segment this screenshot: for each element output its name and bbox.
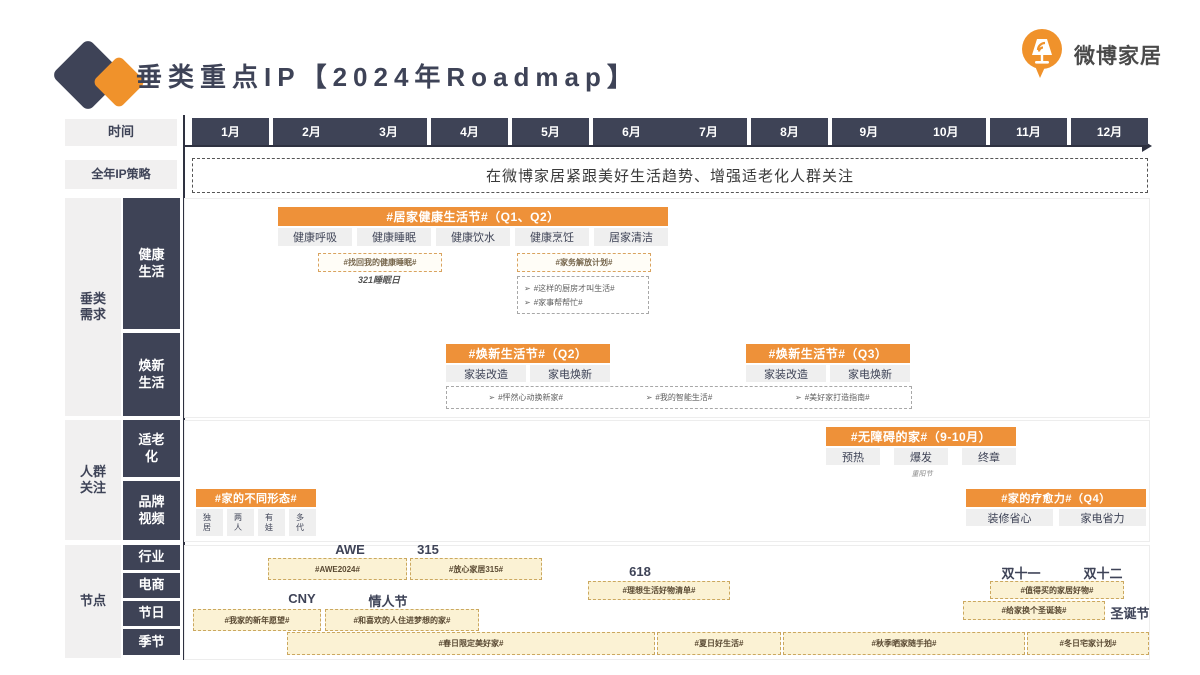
row-label-health-life: 健康生活 [123, 198, 180, 329]
item-box: 家电焕新 [830, 365, 910, 382]
month-cell: 8月 [751, 118, 828, 145]
item-box: 健康饮水 [436, 228, 510, 246]
note-aging: 重阳节 [911, 471, 933, 478]
item-box: 健康睡眠 [357, 228, 431, 246]
side-label-annual-strategy: 全年IP策略 [65, 160, 177, 189]
arrow-bullet-icon: ➢ [795, 393, 802, 402]
month-cell: 6月 7月 [593, 118, 747, 145]
annual-strategy-box: 在微博家居紧跟美好生活趋势、增强适老化人群关注 [192, 158, 1148, 193]
tag-box-315: #放心家居315# [410, 558, 542, 580]
item-box: 健康烹饪 [515, 228, 589, 246]
campaign-bar-home-healing: #家的疗愈力#（Q4） [966, 489, 1146, 507]
month-cell: 1月 [192, 118, 269, 145]
row-label-season: 季节 [123, 629, 180, 655]
season-bar-autumn: #秋季晒家随手拍# [783, 632, 1025, 655]
tag-box-christmas: #给家换个圣诞装# [963, 601, 1105, 620]
group-label-audience: 人群关注 [65, 420, 121, 540]
month-cell: 5月 [512, 118, 589, 145]
brand-lamp-icon [1018, 26, 1068, 80]
row-label-renewal-life: 焕新生活 [123, 333, 180, 416]
month-header: 1月 2月 3月 4月 5月 6月 7月 8月 9月 10月 11月 12月 [192, 118, 1148, 145]
home-healing-items: 装修省心 家电省力 [966, 509, 1146, 526]
row-label-industry: 行业 [123, 545, 180, 570]
campaign-bar-barrier-free-home: #无障碍的家#（9-10月） [826, 427, 1016, 446]
item-box: 家电焕新 [530, 365, 610, 382]
campaign-bar-renewal-q3: #焕新生活节#（Q3） [746, 344, 910, 363]
item-box: 家装改造 [446, 365, 526, 382]
item-box: 预热 [826, 448, 880, 465]
row-label-aging: 适老化 [123, 420, 180, 477]
chores-bullets-box: ➢ #这样的厨房才叫生活# ➢ #家事帮帮忙# [517, 276, 649, 314]
bullet-item: ➢ #我的智能生活# [645, 393, 713, 402]
page-title: 垂类重点IP【2024年Roadmap】 [136, 62, 639, 92]
season-bar-spring: #春日限定美好家# [287, 632, 655, 655]
event-label-awe: AWE [335, 542, 365, 557]
event-label-double11: 双十一 [1001, 566, 1041, 581]
aging-items-row: 预热 爆发 终章 [826, 448, 1016, 465]
event-label-valentine: 情人节 [368, 594, 408, 609]
month-cell: 9月 10月 [832, 118, 986, 145]
item-box: 两人 [227, 509, 254, 536]
month-cell: 11月 [990, 118, 1067, 145]
campaign-bar-home-forms: #家的不同形态# [196, 489, 316, 507]
brand-name: 微博家居 [1074, 45, 1162, 68]
row-label-festival: 节日 [123, 601, 180, 626]
tag-box-double11-12: #值得买的家居好物# [990, 581, 1124, 599]
side-label-time: 时间 [65, 119, 177, 146]
month-cell: 12月 [1071, 118, 1148, 145]
campaign-bar-home-health-festival: #居家健康生活节#（Q1、Q2） [278, 207, 668, 226]
event-label-cny: CNY [288, 591, 316, 606]
health-items-row: 健康呼吸 健康睡眠 健康饮水 健康烹饪 居家清洁 [278, 228, 668, 246]
item-box: 终章 [962, 448, 1016, 465]
item-box: 家电省力 [1059, 509, 1146, 526]
arrow-bullet-icon: ➢ [488, 393, 496, 402]
renewal-q2-items: 家装改造 家电焕新 [446, 365, 610, 382]
arrow-bullet-icon: ➢ [524, 283, 531, 293]
month-cell: 2月 3月 [273, 118, 427, 145]
bullet-item: ➢ #怦然心动换新家# [488, 393, 563, 402]
season-bar-winter: #冬日宅家计划# [1027, 632, 1149, 655]
event-label-315: 315 [417, 542, 439, 557]
month-cell: 4月 [431, 118, 508, 145]
event-label-double12: 双十二 [1083, 566, 1123, 581]
item-box: 爆发 [894, 448, 948, 465]
tag-box-cny: #我家的新年愿望# [193, 609, 321, 631]
item-box: 居家清洁 [594, 228, 668, 246]
timeline-axis-horizontal [184, 145, 1144, 147]
tag-box-awe: #AWE2024# [268, 558, 407, 580]
renewal-bullets-box: ➢ #怦然心动换新家# ➢ #我的智能生活# ➢ #美好家打造指南# [446, 386, 912, 409]
event-label-618: 618 [629, 564, 651, 579]
bullet-item: ➢ #美好家打造指南# [795, 393, 870, 402]
item-box: 有娃 [258, 509, 285, 536]
group-label-nodes: 节点 [65, 545, 121, 658]
note-sleep-day: 321睡眠日 [357, 275, 401, 285]
arrow-bullet-icon: ➢ [645, 393, 653, 402]
renewal-q3-items: 家装改造 家电焕新 [746, 365, 910, 382]
event-label-christmas: 圣诞节 [1110, 606, 1150, 621]
row-label-ecommerce: 电商 [123, 573, 180, 598]
tag-box-618: #理想生活好物清单# [588, 581, 730, 600]
season-bar-summer: #夏日好生活# [657, 632, 781, 655]
item-box: 健康呼吸 [278, 228, 352, 246]
item-box: 独居 [196, 509, 223, 536]
group-label-vertical-demand: 垂类需求 [65, 198, 121, 416]
row-label-brand-video: 品牌视频 [123, 481, 180, 540]
tag-box-sleep: #找回我的健康睡眠# [318, 253, 442, 272]
bullet-item: ➢ #这样的厨房才叫生活# [524, 283, 615, 293]
campaign-bar-renewal-q2: #焕新生活节#（Q2） [446, 344, 610, 363]
arrow-bullet-icon: ➢ [524, 297, 531, 307]
timeline-arrow-icon [1142, 140, 1152, 152]
tag-box-valentine: #和喜欢的人住进梦想的家# [325, 609, 479, 631]
home-forms-items: 独居 两人 有娃 多代 [196, 509, 316, 536]
item-box: 多代 [289, 509, 316, 536]
item-box: 家装改造 [746, 365, 826, 382]
tag-box-chores: #家务解放计划# [517, 253, 651, 272]
item-box: 装修省心 [966, 509, 1053, 526]
bullet-item: ➢ #家事帮帮忙# [524, 297, 583, 307]
